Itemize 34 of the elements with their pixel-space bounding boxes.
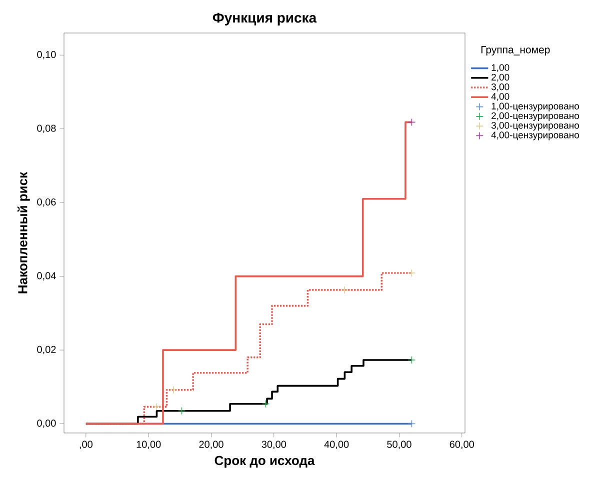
- legend-label: 4,00-цензурировано: [491, 132, 579, 140]
- y-tick-label: 0,08: [37, 124, 56, 133]
- y-tick-label: 0,02: [37, 346, 56, 354]
- legend-label: 3,00-цензурировано: [491, 122, 579, 131]
- point: [152, 402, 161, 411]
- y-tick-label: 0,04: [37, 272, 56, 280]
- legend-title: Группа_номер: [481, 46, 550, 56]
- legend-label: 1,00: [492, 64, 510, 72]
- point: [408, 269, 416, 277]
- point: [408, 118, 416, 126]
- point: [170, 386, 178, 394]
- legend-label: 3,00: [491, 83, 510, 92]
- point: [408, 420, 416, 428]
- x-tick-label: 50,00: [387, 440, 412, 450]
- legend-label: 4,00: [491, 93, 510, 101]
- y-axis-title: Накопленный риск: [18, 172, 30, 294]
- x-tick-label: 30,00: [262, 440, 286, 450]
- point: [408, 356, 416, 364]
- point: [340, 286, 349, 294]
- x-tick-label: 10,00: [136, 440, 161, 450]
- y-tick-label: 0,10: [37, 50, 56, 60]
- legend-label: 1,00-цензурировано: [492, 102, 579, 112]
- legend-label: 2,00: [492, 74, 510, 82]
- y-tick-label: 0,00: [37, 420, 56, 428]
- point: [178, 406, 186, 415]
- x-tick-label: 40,00: [324, 440, 349, 450]
- x-tick-label: 60,00: [450, 440, 474, 450]
- x-axis-title: Срок до исхода: [214, 456, 315, 468]
- legend-label: 2,00-цензурировано: [492, 112, 579, 121]
- point: [262, 400, 270, 408]
- chart-title: Функция риска: [212, 12, 317, 26]
- y-tick-label: 0,06: [37, 198, 56, 207]
- x-tick-label: 20,00: [199, 440, 224, 450]
- x-tick-label: ,00: [80, 440, 92, 450]
